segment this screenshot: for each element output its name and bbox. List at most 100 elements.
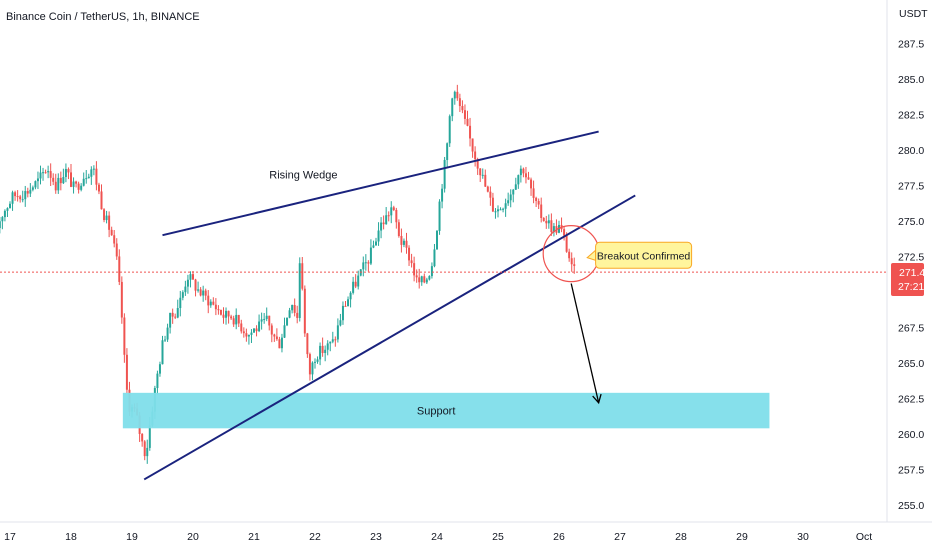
candle-body	[357, 275, 360, 287]
candle-body	[458, 98, 461, 107]
time-tick-label: 29	[736, 531, 748, 543]
candle-body	[453, 91, 456, 99]
price-tick-label: 272.5	[898, 252, 924, 264]
price-tick-label: 265.0	[898, 358, 924, 370]
time-tick-label: 20	[187, 531, 199, 543]
candle-body	[14, 192, 17, 197]
candle-body	[550, 220, 553, 233]
candle-body	[331, 339, 334, 342]
price-tick-label: 287.5	[898, 39, 924, 51]
candle-body	[95, 168, 98, 185]
candle-body	[148, 425, 151, 448]
candle-body	[471, 138, 474, 152]
candle-body	[286, 317, 289, 326]
candle-body	[352, 281, 355, 293]
price-axis[interactable]: USDT 287.5 285.0 282.5 280.0 277.5 275.0 272.5…	[886, 0, 928, 522]
candle-body	[235, 314, 238, 325]
candle-body	[26, 191, 29, 194]
candle-body	[540, 204, 543, 219]
drawings-layer: Support Rising Wedge Breakout Confirmed	[0, 130, 887, 481]
candle-body	[29, 189, 32, 194]
candle-body	[367, 262, 370, 264]
candle-body	[362, 262, 365, 270]
candle-body	[314, 361, 316, 363]
bar-countdown: 27:21	[898, 281, 924, 293]
wedge-upper-line	[162, 130, 599, 237]
candle-body	[171, 312, 174, 317]
time-tick-label: 19	[126, 531, 138, 543]
candle-body	[382, 222, 385, 225]
candle-body	[255, 328, 258, 332]
candle-body	[527, 177, 530, 180]
candle-body	[222, 314, 225, 318]
candle-body	[36, 178, 39, 182]
support-zone	[122, 392, 770, 429]
time-tick-label: 17	[4, 531, 16, 543]
callout-joint	[596, 250, 600, 261]
candle-body	[375, 241, 377, 246]
candle-body	[3, 210, 6, 218]
candle-body	[303, 288, 306, 334]
candle-body	[517, 175, 520, 185]
candle-body	[537, 201, 540, 205]
candle-body	[354, 281, 357, 287]
candle-body	[120, 281, 123, 318]
candle-body	[339, 320, 342, 326]
candle-body	[113, 235, 116, 244]
candle-body	[438, 201, 441, 231]
candle-body	[85, 178, 88, 180]
candle-body	[207, 295, 210, 306]
candle-body	[436, 230, 438, 250]
candle-body	[108, 215, 111, 230]
candle-body	[400, 235, 403, 245]
callout-box	[595, 241, 693, 269]
candle-body	[230, 316, 233, 319]
callout-label: Breakout Confirmed	[597, 250, 691, 262]
candle-body	[77, 183, 80, 190]
candle-body	[179, 297, 182, 309]
candle-body	[479, 168, 482, 176]
candle-body	[512, 189, 515, 195]
price-tick-label: 257.5	[898, 465, 924, 477]
candle-body	[278, 339, 281, 349]
candle-body	[522, 168, 525, 174]
candle-body	[502, 208, 505, 210]
candle-body	[6, 208, 9, 211]
candle-body	[288, 310, 291, 318]
candle-body	[535, 197, 538, 202]
candle-body	[364, 262, 367, 264]
last-price-value: 271.4	[899, 267, 925, 279]
candle-body	[115, 243, 118, 257]
candle-body	[97, 184, 100, 192]
candle-body	[204, 290, 207, 296]
candle-body	[232, 318, 235, 325]
candle-body	[209, 301, 212, 306]
candle-body	[415, 275, 418, 278]
price-tick-label: 280.0	[898, 145, 924, 157]
candle-body	[573, 264, 576, 266]
candle-body	[463, 110, 466, 119]
candle-body	[164, 339, 167, 341]
candle-body	[430, 266, 433, 277]
candle-body	[469, 125, 472, 139]
candle-body	[418, 277, 421, 283]
candle-body	[441, 188, 444, 202]
candle-body	[341, 305, 344, 321]
time-axis[interactable]: 17 18 19 20 21 22 23 24 25 26 27 28 29 30 Oct	[0, 521, 932, 543]
price-tick-label: 277.5	[898, 181, 924, 193]
candle-body	[509, 194, 512, 201]
candle-body	[143, 441, 146, 457]
candle-body	[158, 364, 161, 374]
candle-body	[31, 187, 34, 190]
candle-body	[146, 447, 149, 457]
candle-body	[169, 312, 172, 328]
candle-body	[448, 116, 451, 144]
candle-body	[49, 171, 52, 178]
candle-body	[329, 341, 332, 344]
candle-body	[372, 245, 375, 248]
candle-body	[265, 315, 268, 319]
wedge-lower-line	[143, 194, 636, 481]
candle-body	[395, 209, 398, 223]
candle-body	[245, 333, 248, 337]
